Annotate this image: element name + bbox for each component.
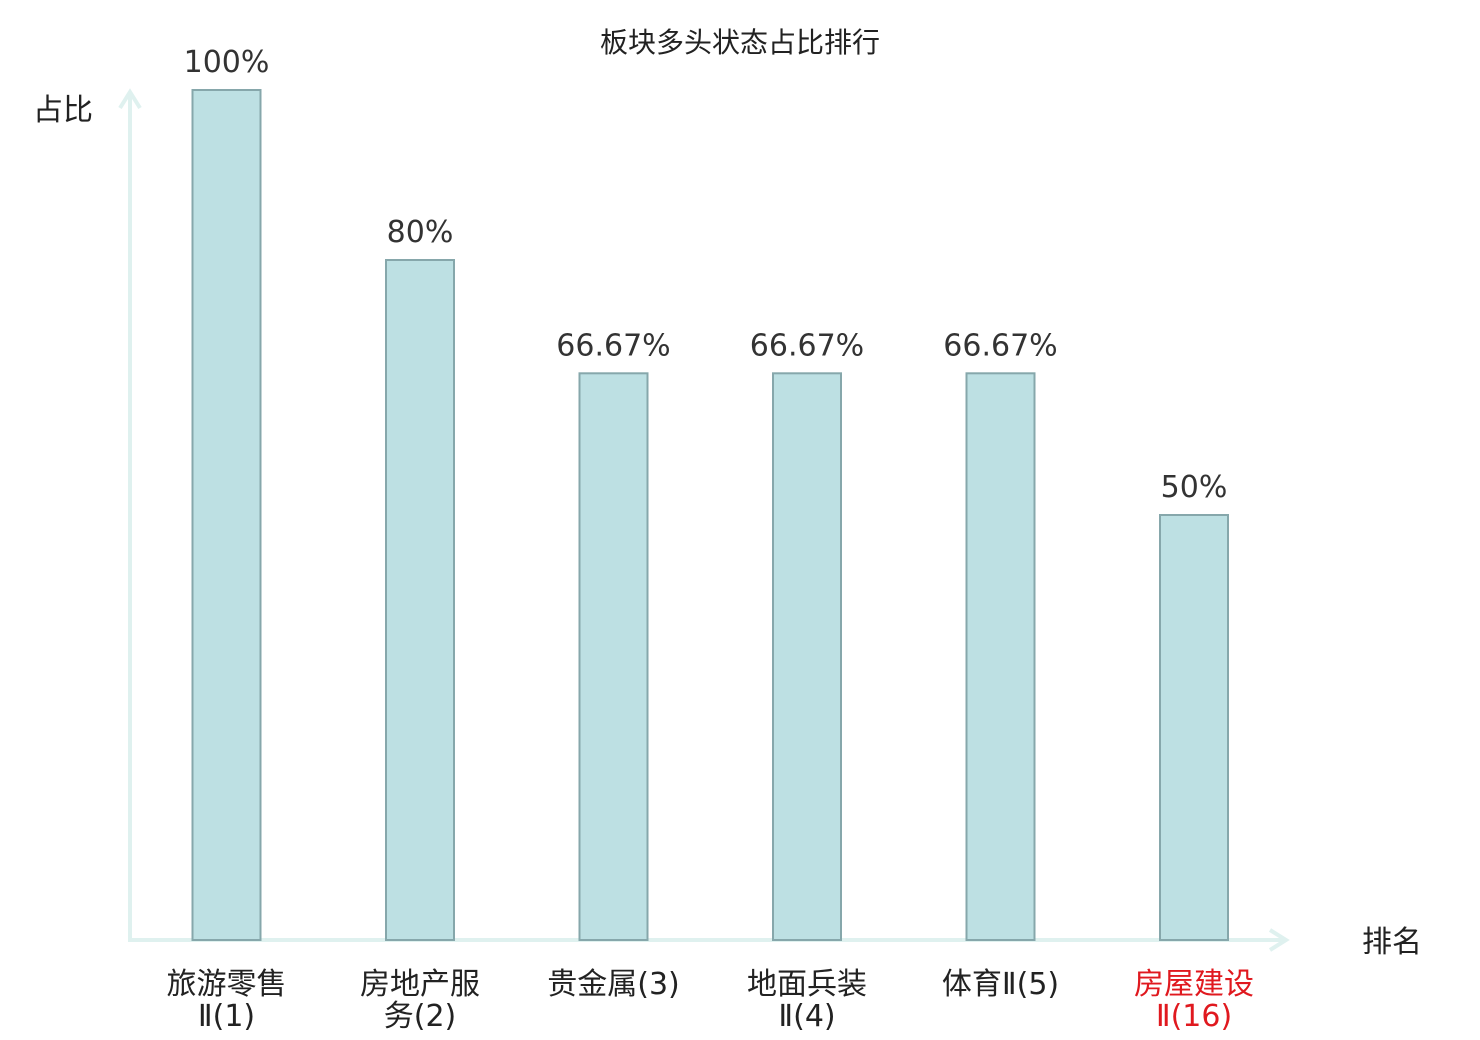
chart-title: 板块多头状态占比排行 bbox=[600, 26, 880, 59]
data-label: 66.67% bbox=[556, 328, 670, 363]
data-label: 66.67% bbox=[750, 328, 864, 363]
x-axis-label: 排名 bbox=[1362, 925, 1422, 960]
x-tick-label: 旅游零售 bbox=[167, 967, 287, 1002]
bar bbox=[772, 372, 842, 941]
x-tick-label: 房地产服 bbox=[360, 967, 480, 1002]
x-tick-label: 地面兵装 bbox=[747, 967, 867, 1002]
x-tick-label: Ⅱ(1) bbox=[198, 999, 255, 1034]
data-label: 80% bbox=[387, 215, 454, 250]
data-label: 100% bbox=[184, 45, 270, 80]
bar bbox=[191, 89, 262, 941]
x-tick-label: 房屋建设 bbox=[1134, 967, 1254, 1002]
bar bbox=[385, 259, 455, 941]
x-tick-label: 务(2) bbox=[384, 999, 457, 1034]
bar bbox=[965, 372, 1036, 941]
bar bbox=[578, 372, 649, 941]
x-tick-label: Ⅱ(4) bbox=[778, 999, 835, 1034]
x-axis: 排名 bbox=[128, 925, 1422, 960]
x-tick-label: 体育Ⅱ(5) bbox=[942, 967, 1059, 1002]
x-tick-label: 贵金属(3) bbox=[547, 967, 680, 1002]
value-labels: 100% 80% 66.67% 66.67% 66.67% 50% bbox=[184, 45, 1228, 505]
x-axis-arrow-icon bbox=[1268, 928, 1290, 952]
y-axis-arrow-icon bbox=[118, 88, 142, 110]
bar-series bbox=[191, 89, 1229, 941]
y-axis-label: 占比 bbox=[33, 93, 93, 128]
x-tick-label: Ⅱ(16) bbox=[1156, 999, 1232, 1034]
data-label: 66.67% bbox=[943, 328, 1057, 363]
data-label: 50% bbox=[1161, 470, 1228, 505]
bar bbox=[1159, 514, 1229, 941]
y-axis: 占比 bbox=[33, 88, 142, 940]
